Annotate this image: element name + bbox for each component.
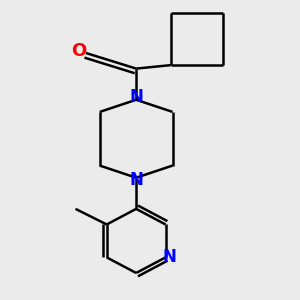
Text: N: N [129,88,143,106]
Text: N: N [163,248,177,266]
Text: N: N [129,172,143,190]
Text: O: O [71,42,86,60]
